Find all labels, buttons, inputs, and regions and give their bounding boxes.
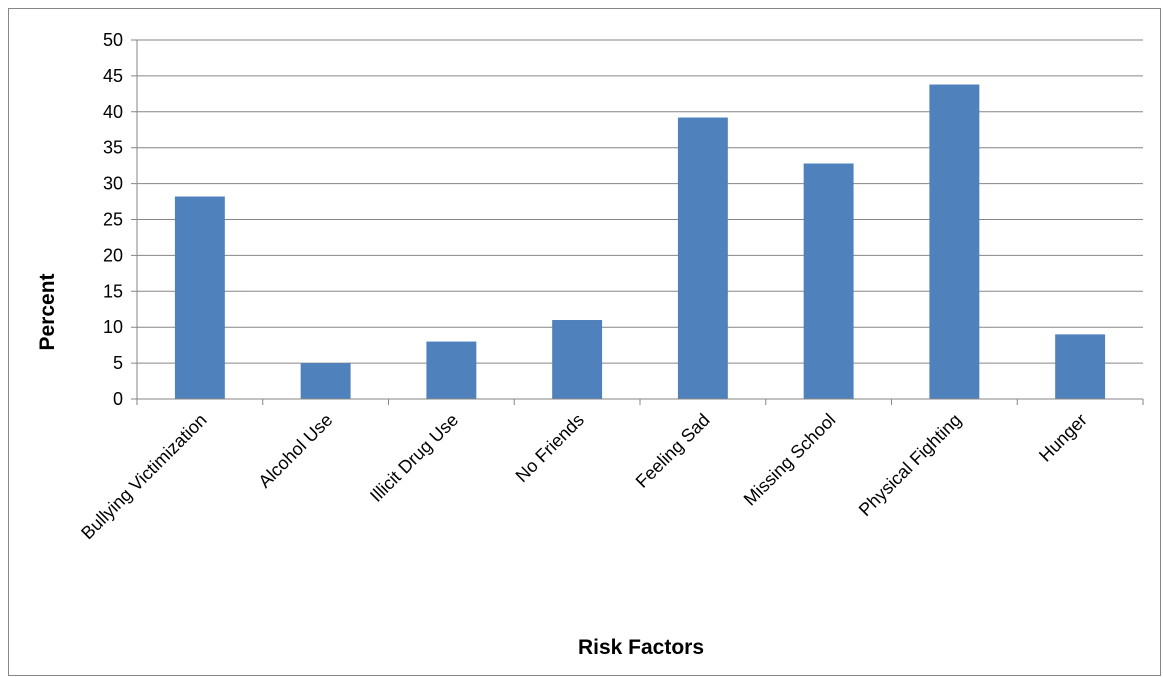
x-tick-label: Feeling Sad [632, 410, 714, 492]
x-tick-label: No Friends [512, 410, 588, 486]
y-tick-label: 35 [103, 138, 123, 158]
bar-alcohol-use [300, 363, 351, 399]
y-tick-labels: 0 5 10 15 20 25 30 35 40 45 50 [103, 30, 123, 409]
axes [136, 40, 1144, 405]
y-tick-label: 50 [103, 30, 123, 50]
bar-feeling-sad [677, 117, 728, 399]
bar-no-friends [552, 320, 603, 399]
bar-bullying-victimization [174, 196, 225, 399]
y-axis-title: Percent [36, 273, 59, 350]
x-tick-label: Alcohol Use [254, 410, 336, 492]
y-tick-label: 20 [103, 245, 123, 265]
y-tick-label: 0 [113, 389, 123, 409]
bar-missing-school [803, 163, 854, 399]
x-tick-label: Physical Fighting [855, 410, 965, 520]
x-tick-label: Hunger [1035, 410, 1091, 466]
y-tick-label: 10 [103, 317, 123, 337]
y-tick-label: 45 [103, 66, 123, 86]
bar-illicit-drug-use [426, 341, 477, 399]
x-tick-label: Bullying Victimization [77, 410, 210, 543]
gridlines [131, 39, 1143, 400]
bar-hunger [1055, 334, 1106, 399]
y-tick-label: 40 [103, 102, 123, 122]
x-tick-label: Illicit Drug Use [366, 410, 462, 506]
x-axis-title: Risk Factors [578, 636, 704, 659]
bar-physical-fighting [929, 84, 980, 400]
y-tick-label: 5 [113, 353, 123, 373]
y-tick-label: 30 [103, 174, 123, 194]
x-tick-labels: Bullying Victimization Alcohol Use Illicit… [77, 410, 1091, 543]
y-tick-label: 15 [103, 281, 123, 301]
bars [174, 84, 1106, 400]
x-tick-label: Missing School [740, 410, 840, 510]
y-tick-label: 25 [103, 210, 123, 230]
